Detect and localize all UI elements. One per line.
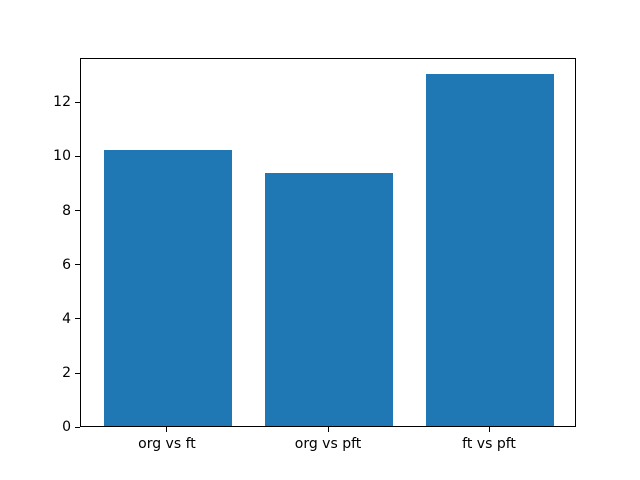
y-tick-label: 2 [62, 365, 71, 382]
y-tick-mark [75, 155, 80, 157]
y-tick-label: 0 [62, 419, 71, 436]
y-tick-mark [75, 426, 80, 428]
y-tick-label: 4 [62, 310, 71, 327]
y-tick-label: 8 [62, 202, 71, 219]
x-tick-label: ft vs pft [462, 436, 516, 453]
y-tick-mark [75, 210, 80, 212]
y-tick-label: 6 [62, 256, 71, 273]
bar-org-vs-pft [264, 173, 394, 427]
x-tick-mark [488, 427, 490, 433]
x-tick-mark [327, 427, 329, 433]
y-tick-mark [75, 101, 80, 103]
y-tick-mark [75, 318, 80, 320]
axes [80, 57, 576, 428]
x-tick-mark [166, 427, 168, 433]
x-tick-label: org vs pft [294, 436, 362, 453]
y-tick-mark [75, 264, 80, 266]
bar-ft-vs-pft [425, 74, 555, 427]
x-tick-label: org vs ft [138, 436, 196, 453]
y-tick-label: 10 [53, 148, 71, 165]
y-tick-mark [75, 372, 80, 374]
y-tick-label: 12 [53, 94, 71, 111]
bar-org-vs-ft [103, 150, 233, 427]
